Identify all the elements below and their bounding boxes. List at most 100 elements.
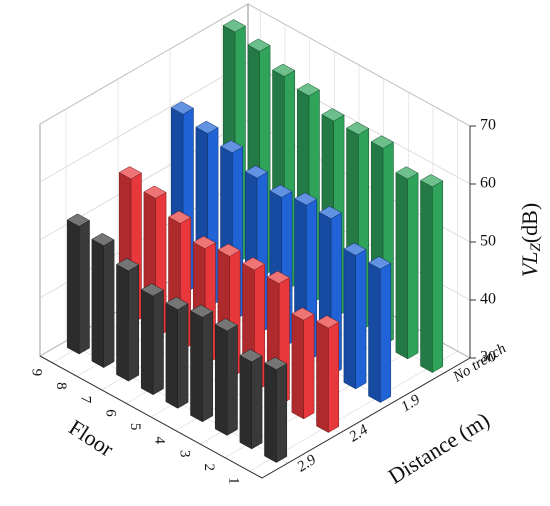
bar-face	[355, 249, 367, 390]
bar-face	[395, 172, 408, 360]
bar-top	[367, 256, 392, 270]
x-axis-title: Floor	[65, 414, 119, 461]
bar-face	[420, 179, 433, 373]
bar	[315, 315, 340, 433]
bar-top	[222, 19, 247, 33]
bar-face	[177, 303, 189, 409]
bar-top	[343, 242, 367, 256]
z-tick-label: 70	[480, 117, 496, 134]
bar-top	[167, 210, 192, 224]
bar-top	[91, 233, 115, 247]
bar-face	[226, 324, 238, 436]
bar-face	[316, 321, 329, 433]
bar-top	[370, 135, 395, 149]
bar-face	[116, 263, 129, 382]
bar-top	[269, 184, 293, 198]
bar-top	[239, 349, 263, 363]
bar-top	[241, 257, 266, 271]
bar	[367, 256, 392, 403]
bar-top	[419, 174, 444, 188]
x-tick-label: 9	[28, 369, 44, 377]
grid-line	[39, 3, 471, 127]
bar-top	[165, 296, 189, 310]
bar	[91, 233, 115, 369]
bar-top	[219, 140, 244, 154]
bar-face	[91, 238, 104, 369]
bar-face	[432, 180, 444, 373]
x-tick-label: 2	[201, 464, 217, 472]
bar	[239, 349, 263, 450]
bar	[115, 258, 140, 382]
bar-face	[407, 172, 419, 360]
bar-top	[315, 315, 340, 329]
z-axis-title: VLZ(dB)	[517, 203, 544, 277]
bar	[140, 283, 165, 396]
bar-face	[66, 219, 80, 355]
z-title-sub: Z	[528, 242, 544, 251]
bar-top	[247, 38, 271, 52]
bar-face	[343, 248, 356, 390]
bar-top	[118, 166, 143, 180]
bar	[291, 307, 315, 420]
z-tick-label: 60	[480, 175, 496, 192]
y-axis	[261, 357, 471, 479]
bar-top	[395, 166, 419, 180]
bar-face	[152, 289, 164, 396]
bar-face	[239, 354, 252, 450]
bar	[395, 166, 419, 360]
bar-face	[251, 355, 263, 450]
bar-top	[345, 121, 370, 135]
bar-face	[214, 324, 228, 436]
bar-top	[318, 206, 343, 220]
bar	[66, 213, 91, 355]
bar	[343, 242, 367, 390]
bar-face	[190, 310, 203, 423]
x-axis	[39, 355, 263, 479]
bar-top	[143, 185, 167, 199]
x-tick-label: 8	[53, 382, 69, 390]
bar-face	[276, 363, 288, 463]
x-tick-label: 4	[152, 436, 168, 444]
bar-face	[303, 313, 315, 420]
y-tick-label: 2.9	[295, 452, 320, 476]
bar-face	[78, 219, 90, 355]
bar-face	[128, 264, 140, 382]
bar-face	[368, 262, 381, 403]
bar-face	[202, 310, 214, 423]
x-tick-label: 7	[78, 396, 94, 404]
bar-top	[140, 283, 165, 297]
bar-face	[165, 302, 178, 409]
z-tick-label: 40	[480, 291, 496, 308]
bar-face	[380, 262, 392, 403]
bar-top	[189, 304, 214, 318]
x-tick-label: 1	[226, 477, 242, 485]
bar-top	[293, 192, 318, 206]
bar-top	[170, 101, 195, 115]
bar-face	[328, 321, 340, 433]
bar-top	[115, 258, 140, 272]
bar-top	[263, 356, 288, 370]
y-tick-label: 1.9	[399, 392, 424, 416]
y-axis-title: Distance (m)	[384, 407, 494, 489]
x-tick-label: 3	[176, 450, 192, 458]
bar-top	[66, 213, 91, 227]
bar-top	[192, 235, 217, 249]
bar	[419, 174, 444, 373]
bar-top	[217, 243, 241, 257]
bar	[189, 304, 214, 423]
z-tick-label: 30	[480, 349, 496, 366]
bar-face	[264, 362, 277, 463]
bar	[214, 318, 239, 436]
z-title-main: VL	[517, 251, 542, 277]
z-title-unit: (dB)	[517, 203, 542, 243]
bar-top	[266, 270, 291, 284]
bar-top	[291, 307, 315, 321]
bar	[165, 296, 189, 409]
bar-top	[244, 165, 269, 179]
bar-face	[140, 289, 154, 396]
bar-top	[195, 120, 219, 134]
bar-face	[103, 239, 115, 369]
bar-top	[296, 83, 321, 97]
bar	[263, 356, 288, 463]
